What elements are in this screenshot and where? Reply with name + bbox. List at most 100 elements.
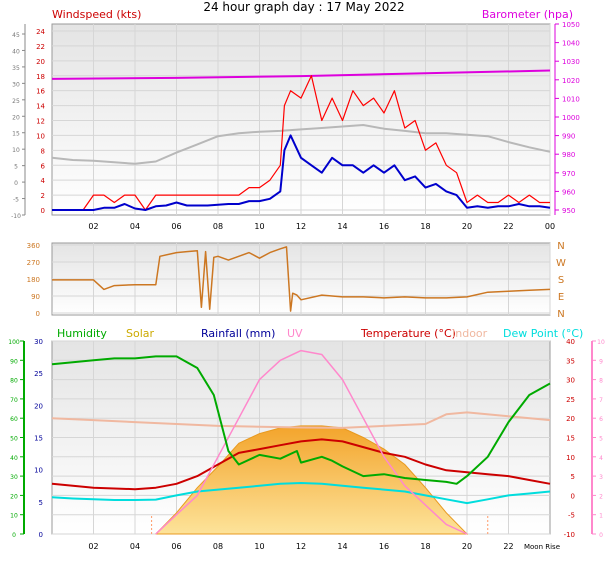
wind-y-tick: 16 xyxy=(36,88,45,96)
barometer-tick: 1030 xyxy=(562,58,580,66)
compass-tick: W xyxy=(556,258,566,269)
wind|0-x-tick: 16 xyxy=(379,222,389,231)
legend-item: Solar xyxy=(126,327,155,340)
windspeed-line xyxy=(52,75,550,211)
wind-outer-tick: 25 xyxy=(12,98,20,105)
average-wind-line xyxy=(52,134,551,211)
temperature-y-tick: 5 xyxy=(571,473,575,481)
uv-tick: 5 xyxy=(599,436,603,443)
wind-y-tick: 18 xyxy=(36,73,45,81)
wind|0-x-tick: 08 xyxy=(213,222,223,231)
wind|0-x-tick: 20 xyxy=(462,222,472,231)
direction-y-tick: 0 xyxy=(36,310,40,318)
dew-point-line xyxy=(51,482,551,505)
barometer-axis-title: Barometer (hpa) xyxy=(482,8,573,21)
wind-y-tick: 6 xyxy=(41,162,46,170)
wind-outer-tick: 30 xyxy=(12,81,20,88)
wind-y-tick: 0 xyxy=(41,207,45,215)
uv-tick: 7 xyxy=(599,397,603,404)
wind|0-x-tick: 22 xyxy=(503,222,513,231)
uv-tick: 8 xyxy=(599,378,603,385)
compass-tick: N xyxy=(557,241,564,252)
wind|0-x-tick: 14 xyxy=(337,222,347,231)
wind|0-x-tick: 12 xyxy=(296,222,306,231)
wind-y-tick: 22 xyxy=(36,43,45,51)
wind|0-x-tick: 02 xyxy=(88,222,98,231)
weather|2-x-tick: 06 xyxy=(171,542,181,551)
rainfall-tick: 10 xyxy=(34,467,43,475)
direction-y-tick: 180 xyxy=(27,276,40,284)
temperature-y-tick: -5 xyxy=(568,512,575,520)
wind-outer-tick: 5 xyxy=(14,164,18,171)
barometer-line xyxy=(51,69,551,80)
barometer-tick: 980 xyxy=(562,151,575,159)
weather|2-x-tick: 04 xyxy=(130,542,140,551)
wind|0-x-tick: 06 xyxy=(171,222,181,231)
barometer-tick: 1050 xyxy=(562,21,580,29)
temperature-y-tick: 15 xyxy=(566,435,575,443)
temperature-y-tick: -10 xyxy=(564,531,575,539)
uv-line xyxy=(155,349,468,535)
rainfall-tick: 30 xyxy=(34,338,43,346)
rainfall-tick: 25 xyxy=(34,370,43,378)
uv-tick: 10 xyxy=(597,339,605,346)
barometer-tick: 950 xyxy=(562,207,575,215)
humidity-line xyxy=(51,355,551,485)
compass-tick: E xyxy=(558,292,564,303)
wind-outer-tick: 40 xyxy=(12,48,20,55)
legend-item: Rainfall (mm) xyxy=(201,327,275,340)
legend-item: Humidity xyxy=(57,327,107,340)
temperature-y-tick: 20 xyxy=(566,415,575,423)
temperature-line xyxy=(51,438,551,491)
wind-outer-tick: 45 xyxy=(12,32,20,39)
wind|0-x-tick: 00 xyxy=(545,222,555,231)
wind|0-x-tick: 04 xyxy=(130,222,140,231)
legend-item: Dew Point (°C) xyxy=(503,327,583,340)
uv-tick: 0 xyxy=(599,532,603,539)
temperature-y-tick: 30 xyxy=(566,377,575,385)
direction-y-tick: 270 xyxy=(27,259,40,267)
wind-y-tick: 14 xyxy=(36,103,45,111)
weather|2-x-tick: 10 xyxy=(254,542,264,551)
rainfall-tick: 15 xyxy=(34,435,43,443)
wind-y-tick: 8 xyxy=(41,147,45,155)
weather|2-x-tick: 22 xyxy=(503,542,513,551)
temperature-y-tick: 0 xyxy=(571,492,575,500)
weather|2-x-tick: 02 xyxy=(88,542,98,551)
wind-outer-tick: -10 xyxy=(11,213,21,220)
barometer-tick: 970 xyxy=(562,170,575,178)
wind-direction-line xyxy=(52,246,551,312)
wind|0-x-tick: 10 xyxy=(254,222,264,231)
temperature-y-tick: 25 xyxy=(566,396,575,404)
humidity-tick: 60 xyxy=(10,416,18,423)
barometer-tick: 990 xyxy=(562,133,575,141)
wind-outer-tick: 20 xyxy=(12,114,20,121)
weather|2-x-tick: 12 xyxy=(296,542,306,551)
legend-item: Temperature (°C) xyxy=(360,327,456,340)
windspeed-axis-title: Windspeed (kts) xyxy=(52,8,141,21)
barometer-tick: 1020 xyxy=(562,77,580,85)
humidity-tick: 30 xyxy=(10,474,18,481)
humidity-tick: 100 xyxy=(8,339,20,346)
uv-tick: 2 xyxy=(599,493,603,500)
moon-rise-label: Moon Rise xyxy=(524,543,560,551)
uv-tick: 6 xyxy=(599,416,603,423)
temperature-y-tick: 10 xyxy=(566,454,575,462)
barometer-tick: 1010 xyxy=(562,95,580,103)
wind-y-tick: 24 xyxy=(36,28,45,36)
rainfall-tick: 20 xyxy=(34,402,43,410)
wind-outer-tick: 0 xyxy=(14,180,18,187)
legend-item: Indoor xyxy=(452,327,488,340)
humidity-tick: 0 xyxy=(12,532,16,539)
temperature-y-tick: 35 xyxy=(566,357,575,365)
wind-outer-tick: 10 xyxy=(12,147,20,154)
humidity-tick: 10 xyxy=(10,513,18,520)
humidity-tick: 80 xyxy=(10,378,18,385)
humidity-tick: 50 xyxy=(10,436,18,443)
wind-y-tick: 20 xyxy=(36,58,45,66)
barometer-tick: 1040 xyxy=(562,40,580,48)
wind-outer-tick: -5 xyxy=(13,197,19,204)
temperature-y-tick: 40 xyxy=(566,338,575,346)
